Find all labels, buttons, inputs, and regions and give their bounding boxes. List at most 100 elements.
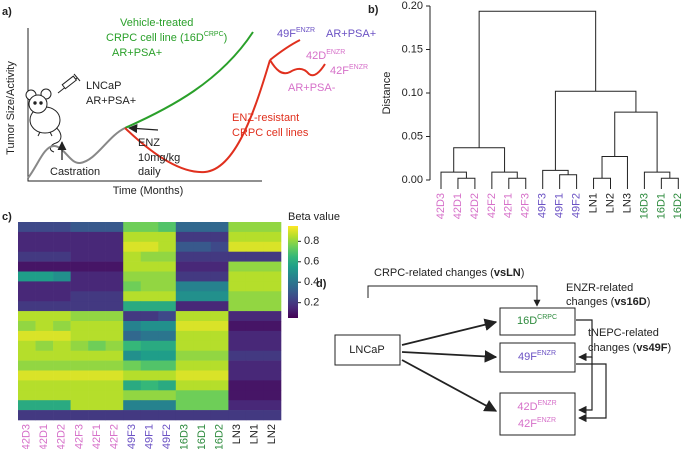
heatmap-cell <box>123 222 142 233</box>
y-tick-label: 0.10 <box>402 87 423 99</box>
castration-label: Castration <box>50 166 100 178</box>
leaf-label: LN2 <box>604 193 616 213</box>
heatmap-cell <box>35 370 54 381</box>
heatmap-cell <box>210 410 229 421</box>
leaf-label: 16D1 <box>655 193 667 219</box>
heatmap-cell <box>123 231 142 243</box>
heatmap-cell <box>140 311 159 322</box>
heatmap-cell <box>158 390 177 401</box>
heatmap-cell <box>228 360 247 371</box>
arrows <box>401 318 498 412</box>
heatmap-cell <box>263 271 282 282</box>
heatmap-cell <box>105 241 124 252</box>
heatmap-cell <box>210 340 229 351</box>
heatmap-cell <box>53 350 71 361</box>
heatmap-cell <box>70 410 89 421</box>
heatmap-cell <box>193 271 212 282</box>
f49-label: 49FENZR <box>277 27 315 40</box>
heatmap-cell <box>123 261 142 272</box>
arrow <box>578 357 593 415</box>
heatmap-cell <box>88 251 106 262</box>
heatmap-cell <box>140 301 159 312</box>
heatmap-cell <box>105 350 124 361</box>
heatmap-cell <box>123 380 142 391</box>
heatmap-cell <box>53 390 71 401</box>
vehicle-label: Vehicle-treated <box>120 17 193 29</box>
heatmap-cell <box>175 291 194 302</box>
heatmap-cell <box>70 281 89 292</box>
panel-label: a) <box>2 6 12 18</box>
heatmap-cell <box>88 231 106 243</box>
heatmap-cell <box>245 311 264 322</box>
leaf-label: 42F3 <box>520 193 532 218</box>
heatmap-cell <box>35 271 54 282</box>
heatmap-cell <box>123 390 142 401</box>
heatmap-cell <box>70 261 89 272</box>
heatmap-cell <box>175 301 194 312</box>
heatmap-cell <box>53 360 71 371</box>
heatmap-cell <box>53 271 71 282</box>
crpc-box <box>499 307 576 336</box>
f42-marker: AR+PSA- <box>288 82 336 94</box>
heatmap-cell <box>228 350 247 361</box>
heatmap-cell <box>193 380 212 391</box>
heatmap-cell <box>210 251 229 262</box>
heatmap-cell <box>193 241 212 252</box>
heatmap-cell <box>210 400 229 411</box>
column-label: LN3 <box>231 424 243 444</box>
heatmap-cell <box>18 271 36 282</box>
leaf-label: LN1 <box>587 193 599 213</box>
column-label: 42F2 <box>108 424 120 449</box>
heatmap-cell <box>35 251 54 262</box>
heatmap-cell <box>228 321 247 332</box>
y-tick-label: 0.15 <box>402 43 423 55</box>
heatmap-cell <box>35 400 54 411</box>
heatmap-cell <box>123 311 142 322</box>
heatmap-cell <box>70 390 89 401</box>
dendrogram-link <box>491 171 518 180</box>
heatmap-cell <box>210 281 229 292</box>
heatmap-cell <box>263 241 282 252</box>
heatmap-cell <box>18 360 36 371</box>
f49-marker: AR+PSA+ <box>326 28 376 40</box>
heatmap-cell <box>123 271 142 282</box>
crpc-name: 16D <box>517 315 537 327</box>
heatmap-cell <box>193 261 212 272</box>
heatmap-cell <box>123 410 142 421</box>
heatmap-cell <box>228 291 247 302</box>
heatmap-cell <box>140 410 159 421</box>
heatmap-cell <box>123 340 142 351</box>
panel-label: b) <box>368 4 379 16</box>
heatmap-cell <box>35 241 54 252</box>
heatmap-cell <box>158 231 177 243</box>
enzr-changes: ENZR-related <box>566 282 633 294</box>
dendrogram-link <box>643 171 671 180</box>
heatmap-cell <box>175 241 194 252</box>
heatmap-cell <box>35 380 54 391</box>
colorbar-tick-label: 0.4 <box>304 276 319 288</box>
heatmap-cell <box>105 340 124 351</box>
x-axis-label: Time (Months) <box>113 185 184 197</box>
column-label: 42F1 <box>91 424 103 449</box>
heatmap-cell <box>228 370 247 381</box>
vehicle-marker: AR+PSA+ <box>112 47 162 59</box>
heatmap-cell <box>53 301 71 312</box>
heatmap-cell <box>175 390 194 401</box>
bracket <box>367 285 541 307</box>
dendrogram-link <box>453 147 506 173</box>
tnepc-end: ) <box>668 342 672 354</box>
heatmap-cell <box>263 321 282 332</box>
heatmap-cell <box>245 330 264 342</box>
enzr49-name: 49F <box>518 351 537 363</box>
heatmap-cell <box>263 360 282 371</box>
tnepc-bold: vs49F <box>636 342 667 354</box>
heatmap-cell <box>175 271 194 282</box>
heatmap-cell <box>35 330 54 342</box>
tnepc-changes: tNEPC-related <box>588 327 659 339</box>
heatmap-cell <box>88 222 106 233</box>
heatmap-cell <box>263 340 282 351</box>
heatmap-cell <box>245 400 264 411</box>
column-label: 49F3 <box>126 424 138 449</box>
dendrogram-link <box>593 177 611 180</box>
